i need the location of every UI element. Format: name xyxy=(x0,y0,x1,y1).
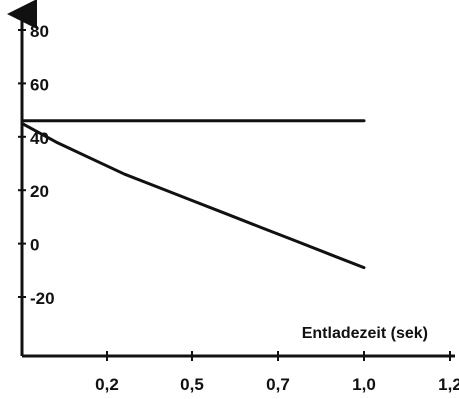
y-tick-label: 80 xyxy=(30,22,49,41)
y-tick-label: 40 xyxy=(30,129,49,148)
x-tick-label: 0,2 xyxy=(95,375,119,394)
x-tick-label: 1,0 xyxy=(352,375,376,394)
series-line-1 xyxy=(20,121,366,270)
labels-layer: 80 60 40 20 0 -20 0,2 0,5 0,7 1,0 1,2 Entladezeit (… xyxy=(30,22,459,394)
y-tick-label: 20 xyxy=(30,182,49,201)
x-axis-label: Entladezeit (sek) xyxy=(302,325,428,342)
x-tick-label: 0,7 xyxy=(266,375,290,394)
y-tick-label: 60 xyxy=(30,75,49,94)
x-tick-label: 1,2 xyxy=(438,375,459,394)
y-tick-label: -20 xyxy=(30,289,55,308)
series-layer xyxy=(20,119,366,270)
x-tick-label: 0,5 xyxy=(180,375,204,394)
axes-layer xyxy=(6,0,455,361)
y-tick-label: 0 xyxy=(30,236,39,255)
